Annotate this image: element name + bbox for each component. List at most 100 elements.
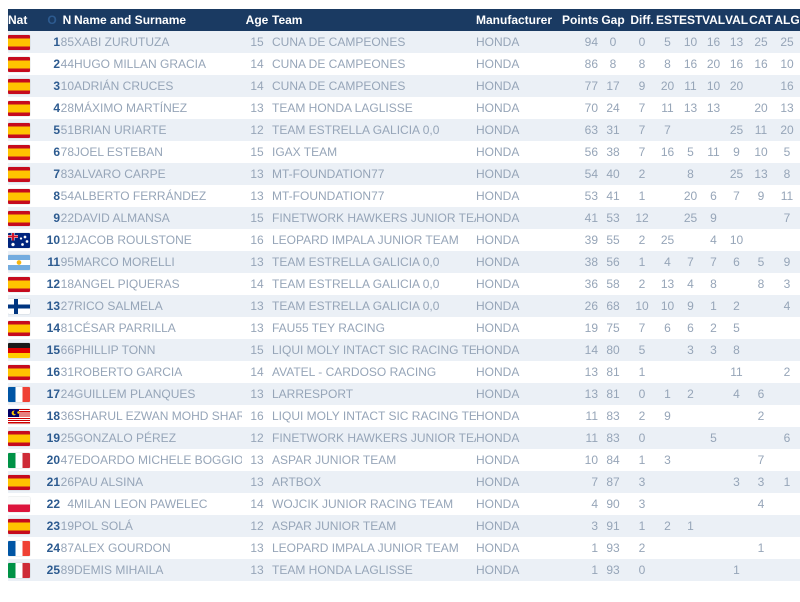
- diff-cell: 0: [638, 431, 646, 445]
- diff-cell: 1: [638, 519, 646, 533]
- race-cat-cell: 6: [757, 387, 765, 401]
- race-val1-cell: [702, 361, 725, 383]
- gap-cell: 56: [606, 255, 620, 269]
- race-val2-cell: 8: [733, 343, 740, 357]
- race-val2-cell: 3: [733, 475, 740, 489]
- race-val2-cell: 9: [733, 145, 740, 159]
- nat-cell: [8, 295, 44, 317]
- manufacturer-cell: HONDA: [476, 475, 520, 489]
- race-val2-cell: 10: [729, 233, 744, 247]
- gap-cell: 93: [606, 563, 620, 577]
- race-cat-cell: [748, 427, 774, 449]
- age-cell: 12: [250, 519, 264, 533]
- rider-name-cell: HUGO MILLAN GRACIA: [74, 57, 207, 71]
- race-val2-cell: 11: [730, 365, 743, 379]
- race-alg-cell: 2: [783, 365, 791, 379]
- age-cell: 16: [250, 233, 264, 247]
- points-cell: 4: [591, 497, 598, 511]
- header-row: Nat O N Name and Surname Age Team Manufa…: [8, 9, 800, 31]
- race-val2-cell: 2: [733, 299, 740, 313]
- gap-cell: 80: [606, 343, 620, 357]
- rider-number-cell: 85: [60, 35, 74, 49]
- table-row: 12 18 ANGEL PIQUERAS 14 TEAM ESTRELLA GA…: [8, 273, 800, 295]
- points-cell: 94: [584, 35, 598, 49]
- position-cell: 18: [46, 409, 60, 423]
- race-cat-cell: 3: [757, 475, 765, 489]
- rider-name-cell: ADRIÁN CRUCES: [74, 79, 174, 93]
- gap-cell: 8: [609, 57, 617, 71]
- age-cell: 15: [250, 35, 264, 49]
- age-cell: 15: [250, 145, 264, 159]
- race-alg-cell: 20: [780, 123, 794, 137]
- team-cell: TEAM ESTRELLA GALICIA 0,0: [272, 299, 440, 313]
- rider-name-cell: MÁXIMO MARTÍNEZ: [74, 101, 188, 115]
- rider-name-cell: JACOB ROULSTONE: [74, 233, 192, 247]
- rider-number-cell: 78: [60, 145, 74, 159]
- gap-cell: 83: [606, 409, 620, 423]
- team-cell: TEAM ESTRELLA GALICIA 0,0: [272, 123, 440, 137]
- age-cell: 13: [250, 299, 264, 313]
- race-est1-cell: [656, 339, 679, 361]
- race-cat-cell: 25: [754, 35, 768, 49]
- rider-number-cell: 12: [60, 233, 74, 247]
- race-cat-cell: 8: [757, 277, 765, 291]
- race-val1-cell: 7: [710, 255, 717, 269]
- race-cat-cell: 10: [754, 145, 768, 159]
- table-row: 8 54 ALBERTO FERRÁNDEZ 13 MT-FOUNDATION7…: [8, 185, 800, 207]
- race-est1-cell: [656, 207, 679, 229]
- rider-number-cell: 89: [60, 563, 74, 577]
- race-cat-cell: [748, 75, 774, 97]
- nat-cell: [8, 493, 44, 515]
- race-val1-cell: 16: [706, 35, 721, 49]
- nat-cell: [8, 427, 44, 449]
- rider-name-cell: ALEX GOURDON: [74, 541, 171, 555]
- spain-flag-icon: [8, 144, 30, 160]
- nat-cell: [8, 163, 44, 185]
- table-row: 19 25 GONZALO PÉREZ 12 FINETWORK HAWKERS…: [8, 427, 800, 449]
- manufacturer-cell: HONDA: [476, 563, 520, 577]
- age-cell: 12: [250, 123, 264, 137]
- team-cell: WOJCIK JUNIOR RACING TEAM: [272, 497, 454, 511]
- manufacturer-cell: HONDA: [476, 321, 520, 335]
- race-val2-cell: 20: [729, 79, 744, 93]
- race-est2-cell: [679, 361, 702, 383]
- race-est1-cell: 25: [660, 233, 675, 247]
- gap-cell: 75: [606, 321, 620, 335]
- gap-cell: 81: [606, 387, 620, 401]
- race-alg-cell: 13: [780, 101, 794, 115]
- points-cell: 13: [584, 387, 598, 401]
- spain-flag-icon: [8, 430, 30, 446]
- points-cell: 19: [584, 321, 598, 335]
- race-alg-cell: 11: [780, 189, 794, 203]
- table-row: 7 83 ALVARO CARPE 13 MT-FOUNDATION77 HON…: [8, 163, 800, 185]
- race-alg-cell: 8: [783, 167, 791, 181]
- manufacturer-cell: HONDA: [476, 277, 520, 291]
- spain-flag-icon: [8, 474, 30, 490]
- header-race-val-1: VAL: [702, 9, 725, 31]
- race-val2-cell: [725, 207, 748, 229]
- rider-number-cell: 47: [60, 453, 74, 467]
- nat-cell: [8, 559, 44, 581]
- championship-standings: Nat O N Name and Surname Age Team Manufa…: [8, 9, 800, 581]
- points-cell: 1: [591, 541, 598, 555]
- race-val1-cell: 5: [710, 431, 717, 445]
- points-cell: 3: [591, 519, 598, 533]
- race-val1-cell: 8: [710, 277, 717, 291]
- diff-cell: 0: [638, 387, 646, 401]
- position-cell: 21: [46, 475, 60, 489]
- age-cell: 15: [250, 343, 264, 357]
- gap-cell: 81: [606, 365, 620, 379]
- rider-number-cell: 95: [60, 255, 74, 269]
- diff-cell: 7: [638, 145, 646, 159]
- race-est1-cell: 6: [664, 321, 671, 335]
- race-est2-cell: 10: [683, 35, 698, 49]
- rider-number-cell: 18: [60, 277, 74, 291]
- race-val2-cell: [725, 273, 748, 295]
- table-row: 3 10 ADRIÁN CRUCES 14 CUNA DE CAMPEONES …: [8, 75, 800, 97]
- table-row: 21 26 PAU ALSINA 13 ARTBOX HONDA 7 87 3 …: [8, 471, 800, 493]
- gap-cell: 17: [606, 79, 620, 93]
- points-cell: 53: [584, 189, 598, 203]
- diff-cell: 8: [638, 57, 646, 71]
- table-row: 15 66 PHILLIP TONN 15 LIQUI MOLY INTACT …: [8, 339, 800, 361]
- race-est2-cell: 6: [687, 321, 694, 335]
